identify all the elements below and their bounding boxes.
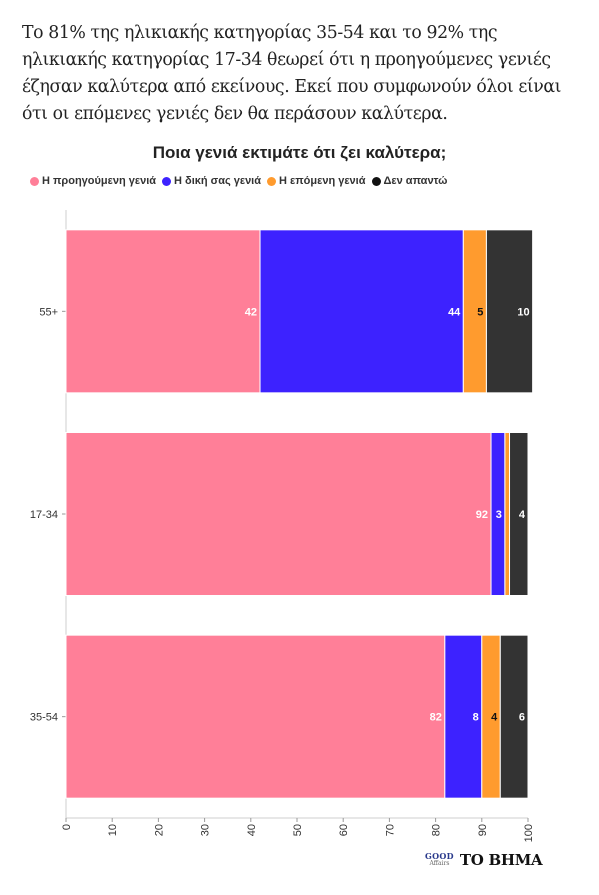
x-tick-label: 50 <box>292 824 304 836</box>
legend-label-no-answer: Δεν απαντώ <box>383 175 448 187</box>
legend-label-next-generation: Η επόμενη γενιά <box>279 175 366 187</box>
data-label: 3 <box>496 509 502 521</box>
x-tick-label: 30 <box>200 824 212 836</box>
legend-label-own-generation: Η δική σας γενιά <box>174 175 262 187</box>
chart-legend: Η προηγούμενη γενιά Η δική σας γενιά Η ε… <box>30 175 453 187</box>
x-tick-label: 40 <box>246 824 258 836</box>
bar-segment <box>504 432 511 596</box>
bar-segment <box>485 229 534 394</box>
x-tick-label: 20 <box>153 824 165 836</box>
intro-text: Το 81% της ηλικιακής κατηγορίας 35-54 κα… <box>22 23 562 124</box>
bar-segment <box>509 432 529 596</box>
bar-segment <box>65 229 261 394</box>
to-vima-logo: ΤΟ ΒΗΜΑ <box>459 851 543 869</box>
data-label: 6 <box>519 712 525 724</box>
x-tick-label: 100 <box>523 824 535 842</box>
x-tick-label: 0 <box>61 824 73 830</box>
data-label: 8 <box>473 712 479 724</box>
legend-swatch-no-answer <box>371 176 381 186</box>
good-affairs-logo: GOOD Affairs <box>425 851 454 867</box>
legend-swatch-own-generation <box>162 176 172 186</box>
x-tick-label: 10 <box>107 824 119 836</box>
data-label: 5 <box>477 306 483 318</box>
data-label: 10 <box>517 306 529 318</box>
legend-label-previous-generation: Η προηγούμενη γενιά <box>42 175 157 187</box>
x-tick-label: 70 <box>384 824 396 836</box>
data-label: 82 <box>430 712 442 724</box>
chart-title: Ποια γενιά εκτιμάτε ότι ζει καλύτερα; <box>152 143 447 162</box>
brand-logos: GOOD Affairs ΤΟ ΒΗΜΑ <box>425 851 543 869</box>
category-label: 17-34 <box>30 509 58 521</box>
legend-item-previous-generation[interactable]: Η προηγούμενη γενιά <box>30 175 156 187</box>
bar-segment <box>259 229 464 394</box>
data-label: 92 <box>476 509 488 521</box>
legend-swatch-next-generation <box>267 176 277 186</box>
x-tick-label: 80 <box>431 824 443 836</box>
legend-item-next-generation[interactable]: Η επόμενη γενιά <box>267 175 366 187</box>
legend-swatch-previous-generation <box>30 176 39 186</box>
x-tick-label: 90 <box>477 824 489 836</box>
data-label: 44 <box>448 306 461 318</box>
category-label: 35-54 <box>30 712 58 724</box>
data-label: 4 <box>519 509 526 521</box>
bar-segment <box>499 634 529 799</box>
bar-segment <box>444 634 483 799</box>
category-label: 55+ <box>39 306 58 318</box>
data-label: 4 <box>491 712 498 724</box>
legend-item-no-answer[interactable]: Δεν απαντώ <box>371 175 448 187</box>
data-label: 42 <box>245 306 257 318</box>
bar-segment <box>65 634 446 799</box>
x-tick-label: 60 <box>338 824 350 836</box>
bar-segment <box>65 432 492 596</box>
legend-item-own-generation[interactable]: Η δική σας γενιά <box>162 175 261 187</box>
